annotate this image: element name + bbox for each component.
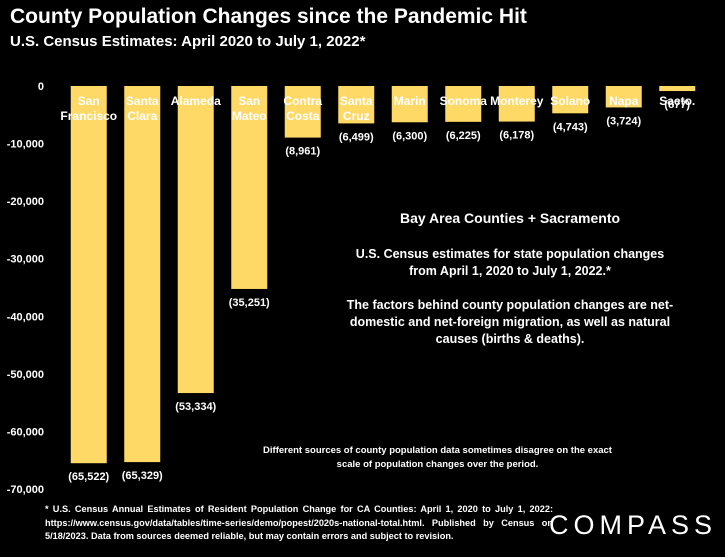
data-label: (65,522) [68, 471, 109, 483]
data-label: (4,743) [553, 121, 588, 133]
category-label: Santa Cruz [340, 94, 373, 123]
chart-subtitle: U.S. Census Estimates: April 2020 to Jul… [10, 33, 366, 50]
bar [659, 86, 696, 92]
data-label: (65,329) [122, 470, 163, 482]
y-tick-label: -50,000 [7, 369, 44, 381]
bar [498, 86, 535, 122]
data-label: (6,178) [499, 130, 534, 142]
category-label: Marin [394, 94, 426, 108]
category-label: San Mateo [232, 94, 267, 123]
annotation-note: Different sources of county population d… [263, 445, 612, 470]
annotation-text-2: The factors behind county population cha… [346, 298, 674, 346]
category-label: San Francisco [60, 94, 117, 123]
category-label: Alameda [171, 94, 221, 108]
bar [445, 86, 482, 122]
bar [338, 86, 375, 124]
category-label: Solano [550, 94, 590, 108]
y-tick-label: -60,000 [7, 426, 44, 438]
y-tick-label: 0 [38, 81, 44, 93]
chart-title: County Population Changes since the Pand… [10, 5, 527, 28]
annotation-heading: Bay Area Counties + Sacramento [399, 210, 621, 226]
y-tick-label: -70,000 [7, 484, 44, 496]
bar [552, 86, 589, 114]
bar [231, 86, 268, 289]
data-label: (8,961) [285, 146, 320, 158]
y-tick-label: -20,000 [7, 196, 44, 208]
y-tick-label: -40,000 [7, 311, 44, 323]
data-label: (53,334) [175, 401, 216, 413]
annotation-text-1: U.S. Census estimates for state populati… [355, 247, 665, 278]
y-axis: 0 -10,000 -20,000 -30,000 -40,000 -50,000 -60,… [7, 81, 44, 496]
bars [70, 86, 696, 464]
data-label: (6,300) [392, 130, 427, 142]
category-label: Sacto. [659, 94, 695, 108]
compass-logo: COMPASS [549, 510, 718, 540]
y-tick-label: -10,000 [7, 139, 44, 151]
category-label: Contra Costa [283, 94, 322, 123]
bar [605, 86, 642, 108]
category-label: Napa [609, 94, 639, 108]
category-label: Monterey [490, 94, 544, 108]
data-label: (877) [664, 99, 690, 111]
data-labels: (65,522) (65,329) (53,334) (35,251) (8,961) (… [68, 99, 690, 483]
y-tick-label: -30,000 [7, 254, 44, 266]
source-footnote: * U.S. Census Annual Estimates of Reside… [45, 504, 553, 541]
bar [124, 86, 161, 463]
bar [70, 86, 107, 464]
category-label: Santa Clara [126, 94, 159, 123]
bar [391, 86, 428, 123]
data-label: (35,251) [229, 297, 270, 309]
data-label: (6,225) [446, 130, 481, 142]
category-labels: San Francisco Santa Clara Alameda San Mateo Con… [60, 94, 695, 123]
data-label: (6,499) [339, 131, 374, 143]
data-label: (3,724) [606, 115, 641, 127]
bar [177, 86, 214, 394]
bar [284, 86, 321, 138]
category-label: Sonoma [440, 94, 488, 108]
